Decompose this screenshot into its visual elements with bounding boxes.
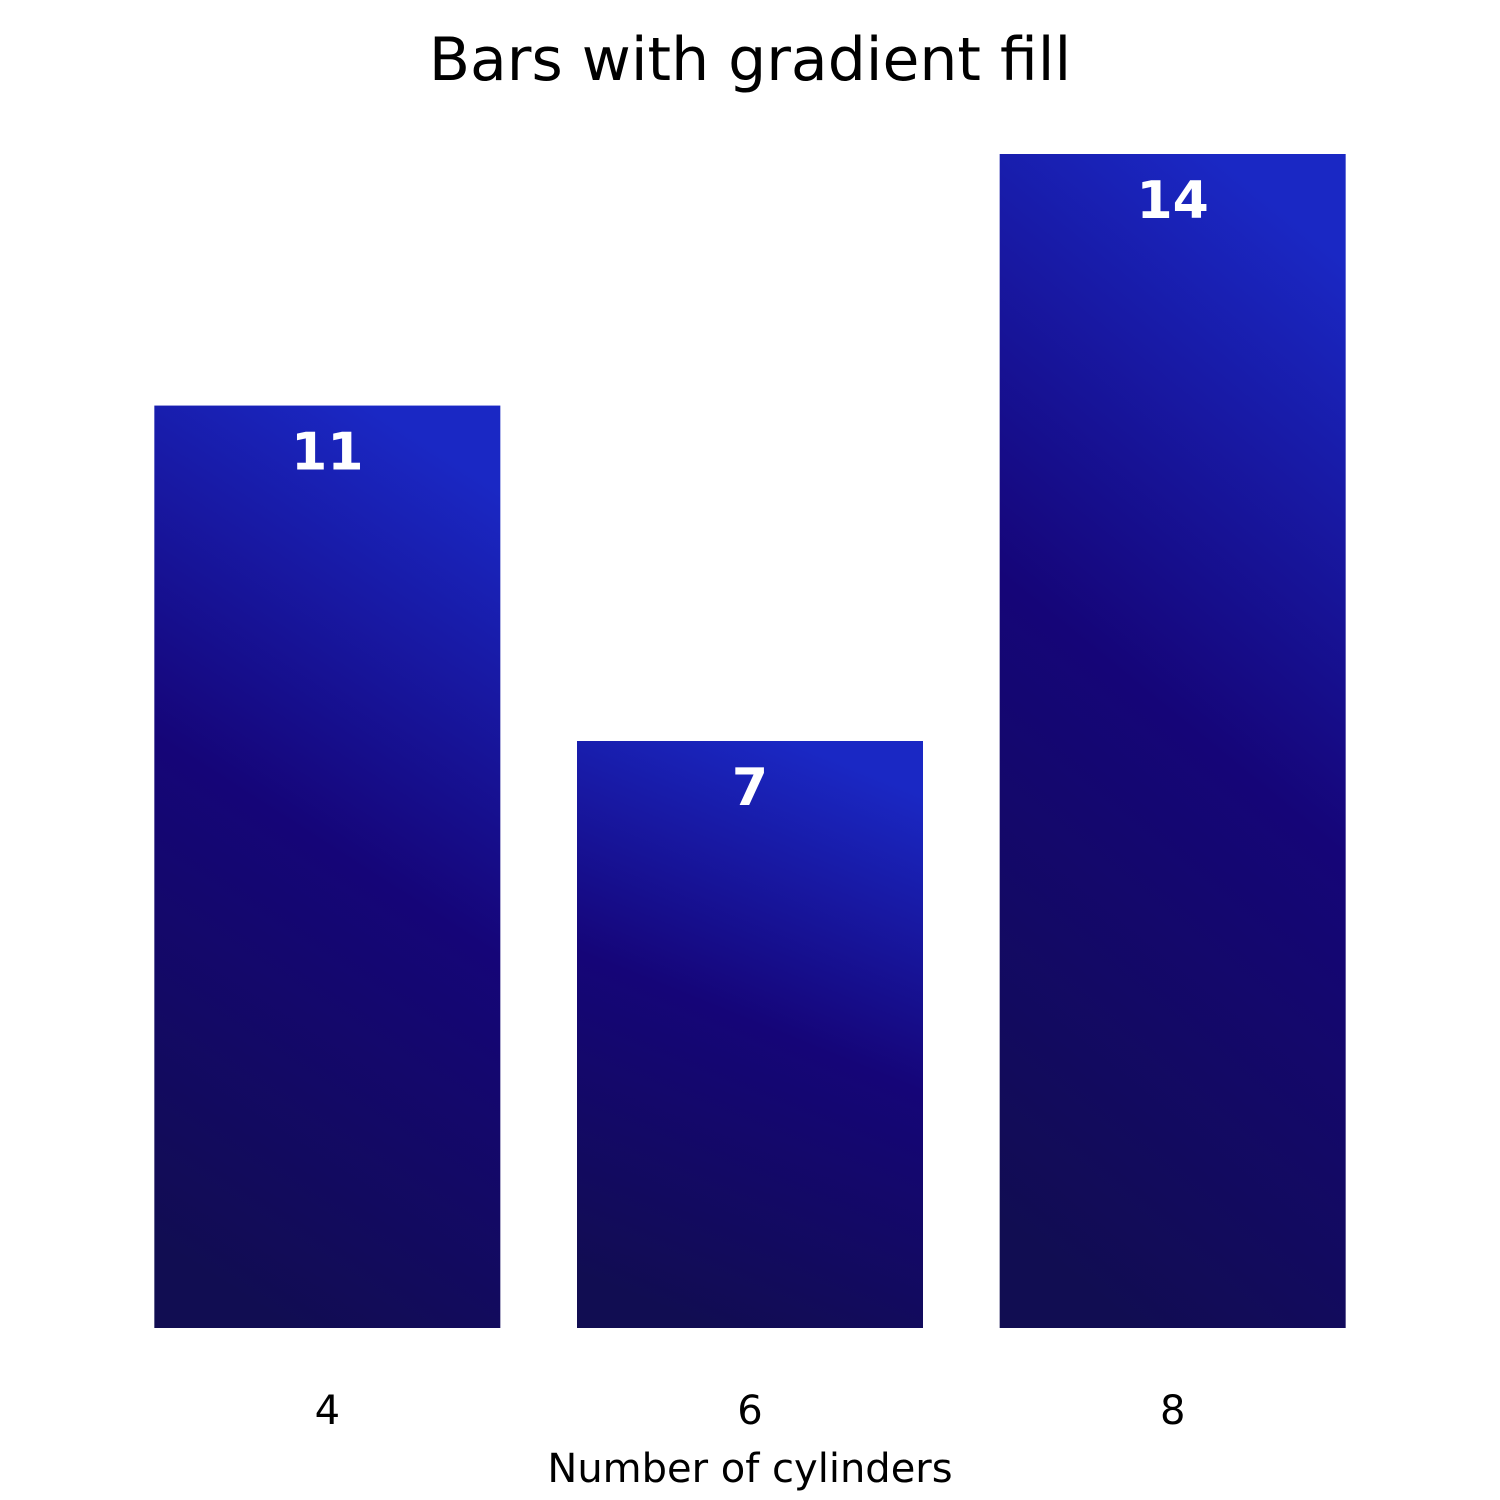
bar-6 [577, 741, 923, 1328]
x-tick-label-4: 4 [315, 1388, 340, 1434]
x-tick-label-6: 6 [737, 1388, 762, 1434]
x-axis-title: Number of cylinders [547, 1446, 952, 1492]
data-label-6: 7 [732, 758, 768, 818]
x-axis-ticks-group: 4 6 8 [315, 1388, 1186, 1434]
data-labels-group: 11 7 14 [291, 171, 1209, 818]
chart-title: Bars with gradient fill [429, 25, 1071, 95]
x-tick-label-8: 8 [1160, 1388, 1185, 1434]
data-label-4: 11 [291, 423, 363, 483]
bars-group [154, 154, 1346, 1329]
bar-4 [154, 405, 501, 1329]
data-label-8: 14 [1136, 171, 1208, 231]
bar-8 [999, 154, 1346, 1328]
